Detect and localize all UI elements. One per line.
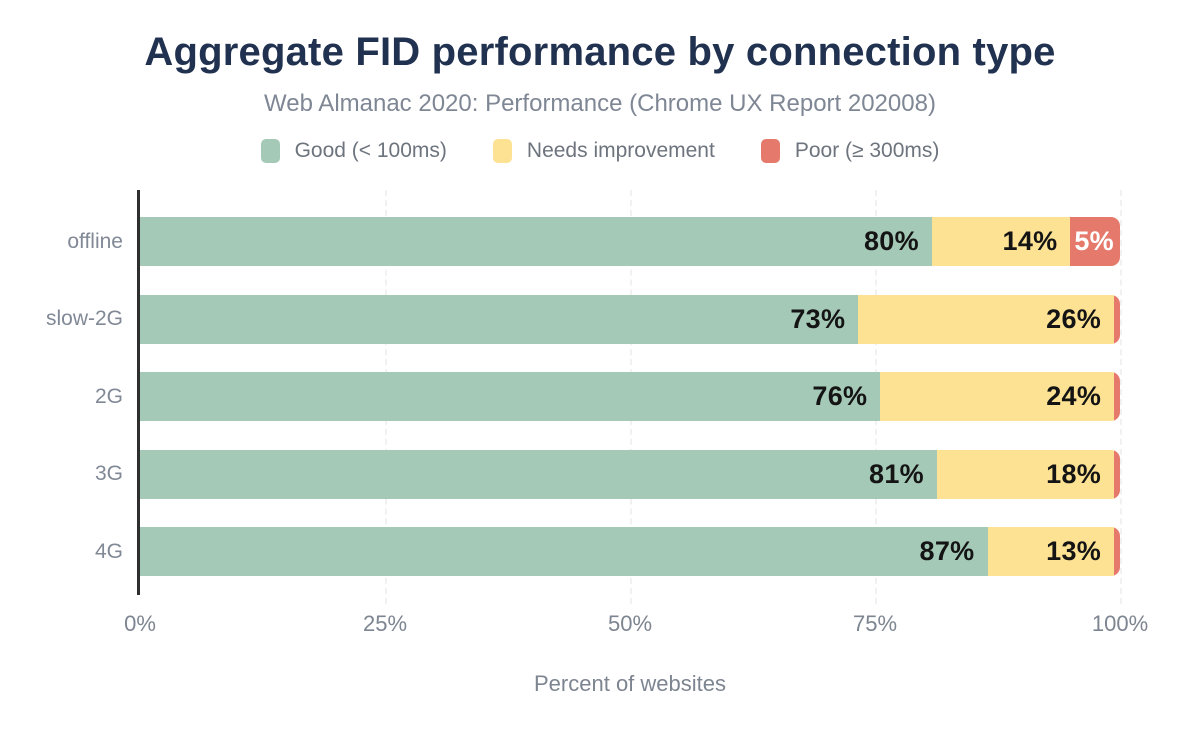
x-tick-label-75: 75% (852, 611, 898, 636)
x-tick-label-50: 50% (607, 611, 653, 636)
bar-value-label: 87% (919, 536, 975, 566)
y-axis-label-offline: offline (67, 229, 123, 253)
bar-row-2G: 2G 76% 24% (95, 372, 1120, 421)
x-tick-label-25: 25% (362, 611, 408, 636)
bar-segment-good-2G: 76% (140, 372, 881, 421)
bar-segment-needs-improvement-2G: 24% (880, 372, 1115, 421)
bar-segment-poor-3G (1114, 449, 1120, 499)
gridline-100 (1120, 190, 1122, 604)
bar-value-label: 80% (863, 226, 919, 256)
legend: Good (< 100ms) Needs improvement Poor (≥… (0, 139, 1200, 163)
plot-area: Percent of websites 0% 25% 50% 75% 100% offli… (46, 190, 1148, 696)
bar-value-label: 5% (1074, 226, 1114, 256)
legend-item-good: Good (< 100ms) (260, 139, 447, 163)
legend-swatch-poor-icon (760, 139, 780, 163)
bar-segment-poor-2G (1114, 372, 1120, 421)
bar-segment-needs-improvement-3G: 18% (936, 449, 1115, 499)
bar-row-4G: 4G 87% 13% (95, 527, 1120, 576)
bar-segment-good-offline: 80% (140, 217, 932, 266)
legend-label-needs-improvement: Needs improvement (526, 139, 715, 162)
bar-value-label: 81% (869, 458, 924, 489)
legend-item-poor: Poor (≥ 300ms) (760, 139, 940, 163)
bar-segment-poor-offline: 5% (1070, 217, 1120, 266)
bar-segment-good-3G: 81% (140, 449, 937, 499)
bar-row-offline: offline 80% 14% 5% (67, 217, 1120, 266)
stacked-bar-4G: 87% 13% (140, 527, 1120, 576)
bar-segment-good-4G: 87% (140, 527, 988, 576)
bar-segment-poor-4G (1114, 527, 1120, 576)
y-axis-label-4G: 4G (94, 539, 123, 563)
chart-title: Aggregate FID performance by connection … (144, 30, 1056, 74)
y-axis-label-slow-2G: slow-2G (45, 307, 123, 330)
x-tick-label-100: 100% (1091, 611, 1149, 636)
bar-segment-needs-improvement-offline: 14% (931, 217, 1071, 266)
bar-segment-good-slow-2G: 73% (140, 294, 859, 344)
y-axis-label-3G: 3G (94, 462, 123, 485)
legend-label-poor: Poor (≥ 300ms) (794, 139, 940, 162)
bar-segment-needs-improvement-4G: 13% (987, 527, 1115, 576)
bar-value-label: 26% (1046, 303, 1102, 334)
bar-value-label: 14% (1002, 226, 1058, 256)
bar-row-3G: 3G 81% 18% (95, 449, 1120, 499)
legend-item-needs-improvement: Needs improvement (492, 139, 715, 163)
bar-segment-needs-improvement-slow-2G: 26% (858, 294, 1115, 344)
bar-row-slow-2G: slow-2G 73% 26% (46, 294, 1120, 344)
bar-segment-poor-slow-2G (1114, 294, 1120, 344)
y-axis-label-2G: 2G (94, 384, 123, 408)
legend-swatch-needs-improvement-icon (492, 139, 512, 163)
chart-subtitle: Web Almanac 2020: Performance (Chrome UX… (264, 90, 936, 117)
bar-value-label: 13% (1046, 536, 1102, 566)
x-axis-title: Percent of websites (534, 671, 726, 696)
stacked-bar-offline: 80% 14% 5% (140, 217, 1120, 266)
stacked-bar-slow-2G: 73% 26% (140, 294, 1120, 344)
bar-value-label: 24% (1046, 381, 1102, 411)
bar-value-label: 76% (812, 381, 868, 411)
stacked-bar-2G: 76% 24% (140, 372, 1120, 421)
chart-card: Aggregate FID performance by connection … (0, 28, 1200, 742)
stacked-bar-3G: 81% 18% (140, 449, 1120, 499)
bar-value-label: 73% (790, 303, 846, 334)
legend-swatch-good-icon (260, 139, 280, 163)
legend-label-good: Good (< 100ms) (294, 139, 447, 162)
x-tick-label-0: 0% (124, 611, 156, 636)
bar-value-label: 18% (1046, 458, 1102, 489)
